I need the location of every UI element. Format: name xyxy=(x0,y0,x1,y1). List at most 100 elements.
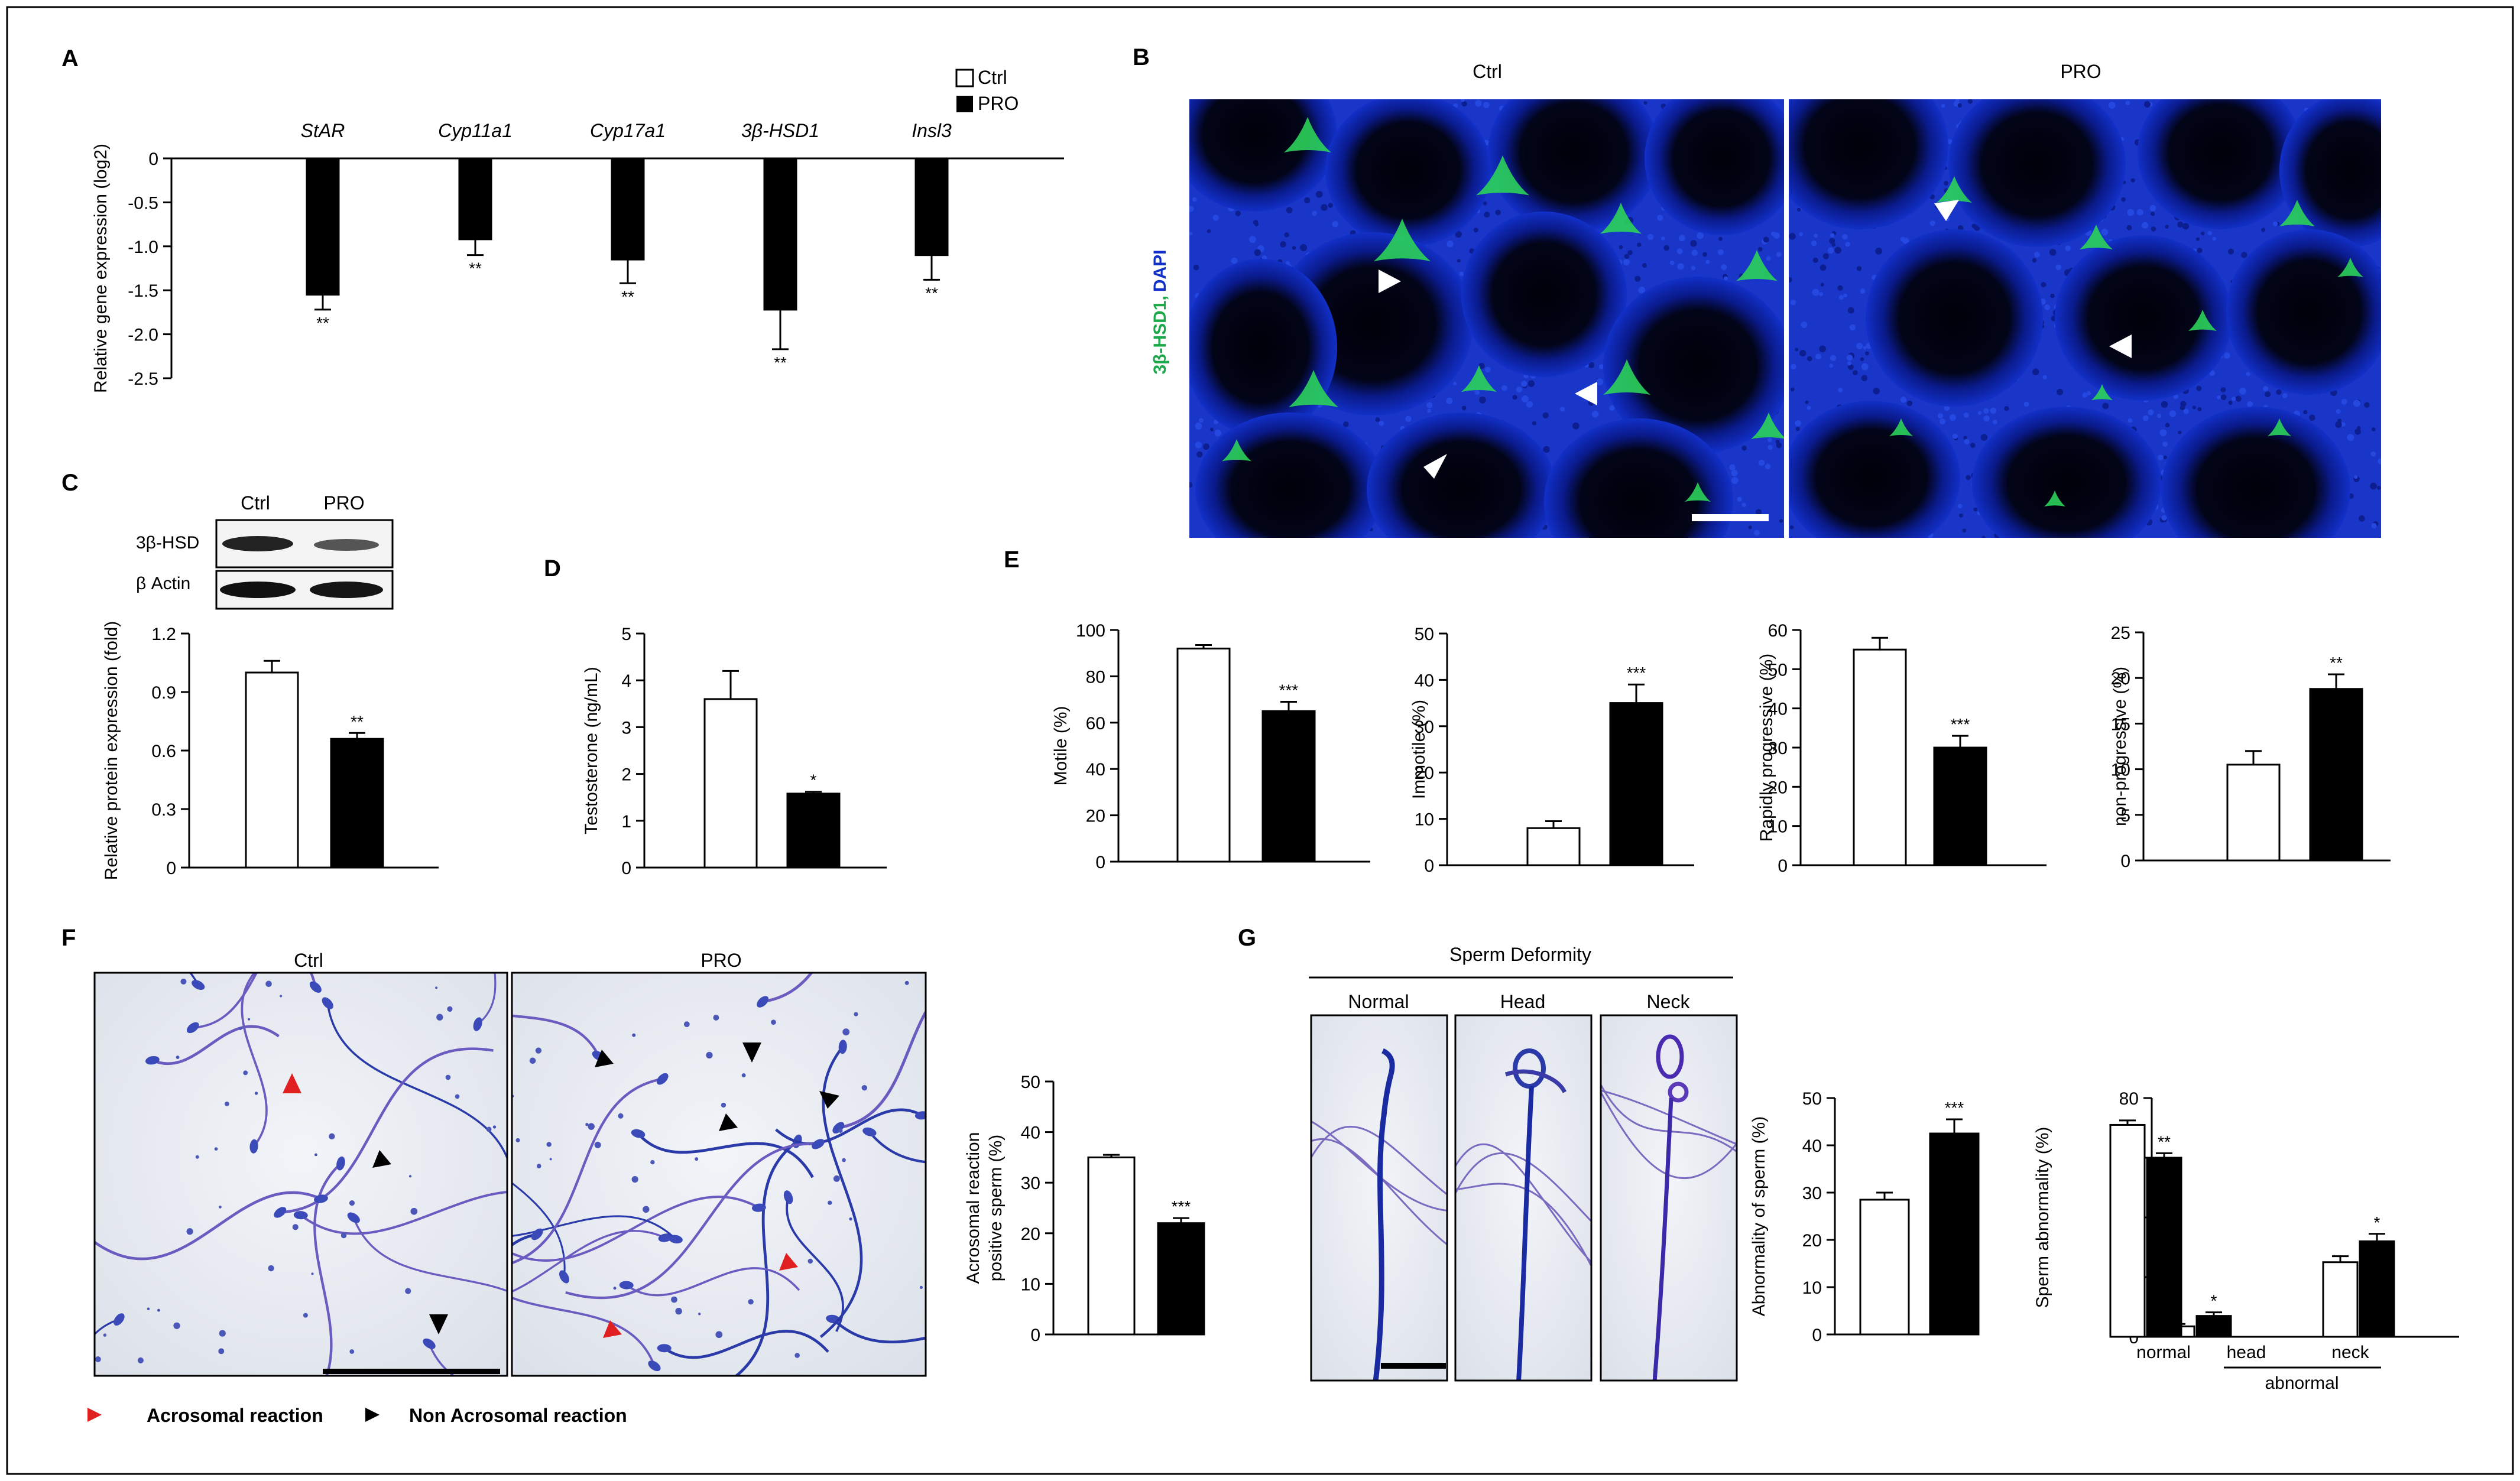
nucleus xyxy=(2341,398,2347,405)
debris xyxy=(435,986,438,989)
sperm-tail xyxy=(565,1142,819,1300)
y-tick-label: 80 xyxy=(1086,667,1105,687)
nucleus xyxy=(2232,397,2236,401)
y-tick-label: 0 xyxy=(1095,853,1105,872)
legend-ctrl-label: Ctrl xyxy=(978,67,1007,88)
nucleus xyxy=(1195,441,1202,449)
sperm-tail xyxy=(762,973,813,1003)
nucleus xyxy=(2178,430,2182,434)
nucleus xyxy=(1799,232,1804,236)
nucleus xyxy=(1776,442,1782,449)
bar xyxy=(2359,1240,2395,1338)
nucleus xyxy=(1820,264,1827,271)
nucleus xyxy=(1591,410,1599,418)
leydig-cell-cluster xyxy=(1476,155,1529,196)
y-tick-label: 50 xyxy=(1768,660,1788,680)
nucleus xyxy=(1596,378,1604,385)
nucleus xyxy=(2309,414,2315,421)
y-tick-label: 40 xyxy=(1802,1136,1822,1156)
charts: 0 -0.5 -1.0 -1.5 -2.0 -2.5 Relative gene expre… xyxy=(91,120,2459,1393)
nucleus xyxy=(1478,362,1485,369)
debris xyxy=(137,1357,144,1363)
nucleus xyxy=(1661,236,1665,241)
y-tick-label: 3 xyxy=(621,718,631,738)
bent-neck-loop xyxy=(1656,1034,1684,1079)
sperm-tail xyxy=(151,1025,280,1066)
chart-e1: 0 20 40 60 80 100 Motile (%) *** xyxy=(1051,621,1370,872)
f-legend-red-arrow xyxy=(87,1408,102,1422)
bar xyxy=(763,157,797,311)
nucleus xyxy=(1209,427,1214,431)
debris xyxy=(842,1158,846,1162)
nucleus xyxy=(1767,437,1772,443)
panel-b: Ctrl PRO 3β-HSD1,DAPI xyxy=(1150,61,2381,538)
bar xyxy=(703,698,758,869)
legend-pro-swatch xyxy=(956,96,973,112)
bar xyxy=(245,671,299,869)
nucleus xyxy=(1475,100,1482,107)
debris xyxy=(515,1138,520,1142)
y-tick-label: 0 xyxy=(1030,1326,1040,1345)
nucleus xyxy=(1819,292,1824,297)
debris xyxy=(95,1356,101,1362)
y-tick-label: -2.5 xyxy=(128,369,158,389)
nucleus xyxy=(2149,204,2156,212)
nucleus xyxy=(2220,387,2226,392)
nucleus xyxy=(2364,402,2370,408)
nucleus xyxy=(2358,515,2365,522)
y-axis-label: Acrosomal reaction positive sperm (%) xyxy=(964,1132,1006,1284)
nucleus xyxy=(1970,443,1976,448)
nucleus xyxy=(1447,241,1454,248)
significance-label: * xyxy=(2211,1292,2217,1310)
nucleus xyxy=(1189,206,1194,212)
debris xyxy=(248,1018,251,1021)
category-label: 3β-HSD1 xyxy=(741,120,819,141)
y-tick-label: 20 xyxy=(1768,778,1788,797)
nucleus xyxy=(1807,405,1811,410)
nucleus xyxy=(2263,386,2269,392)
nucleus xyxy=(2335,421,2342,428)
debris xyxy=(349,1200,355,1206)
bar xyxy=(914,157,949,256)
nucleus xyxy=(2169,410,2177,417)
nucleus xyxy=(1669,260,1675,265)
sperm-tail xyxy=(663,1330,829,1359)
nucleus xyxy=(1847,361,1852,366)
nucleus xyxy=(1527,380,1535,387)
debris xyxy=(486,1126,492,1132)
sperm-head xyxy=(656,1073,669,1085)
seminiferous-tubule xyxy=(2226,229,2381,395)
y-tick-label: 4 xyxy=(621,671,631,691)
nucleus xyxy=(2148,409,2154,415)
seminiferous-tubule xyxy=(1189,259,1337,436)
nucleus xyxy=(1473,228,1478,233)
nucleus xyxy=(2142,222,2149,229)
leydig-cell-cluster xyxy=(2268,418,2291,436)
image-frame xyxy=(1600,1014,1738,1382)
y-tick-label: 0 xyxy=(1812,1326,1822,1345)
nucleus xyxy=(1799,349,1807,357)
nucleus xyxy=(2378,458,2381,465)
panel-label-b: B xyxy=(1133,44,1150,70)
nucleus xyxy=(1647,233,1654,241)
nucleus xyxy=(1992,420,1997,424)
sperm-head xyxy=(862,1127,877,1136)
y-axis-label: Relative gene expression (log2) xyxy=(91,144,111,393)
nucleus xyxy=(1845,242,1850,247)
chart-e2: 0 10 20 30 40 50 Immotile (%) *** xyxy=(1409,625,1694,876)
c-ctrl-header: Ctrl xyxy=(241,492,270,514)
nucleus xyxy=(1572,422,1580,430)
nucleus xyxy=(1853,370,1858,375)
nucleus xyxy=(1235,210,1241,216)
sperm-tail xyxy=(637,1132,814,1178)
nucleus xyxy=(1957,103,1962,108)
nucleus xyxy=(2247,401,2253,407)
y-tick-label: 0 xyxy=(1424,856,1434,876)
legend-a: Ctrl PRO xyxy=(955,67,1019,114)
nucleus xyxy=(1426,402,1433,408)
nucleus xyxy=(1691,249,1698,256)
nucleus xyxy=(1195,423,1202,430)
f-pro-image xyxy=(511,972,927,1377)
c-row1-label: 3β-HSD xyxy=(136,533,199,553)
f-legend-black-arrow xyxy=(365,1408,380,1422)
